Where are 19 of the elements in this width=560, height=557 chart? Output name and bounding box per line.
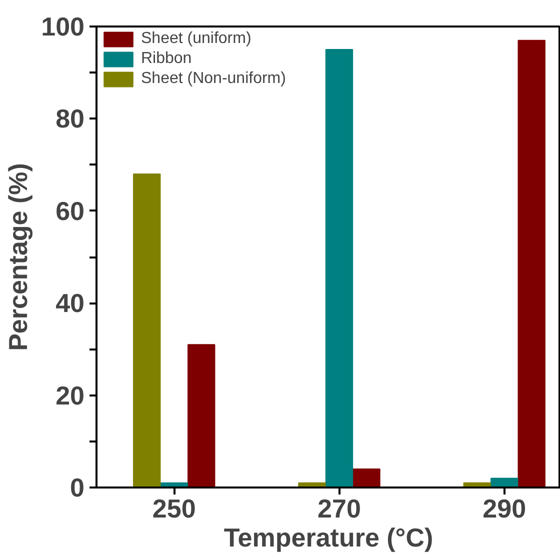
x-tick-label: 290	[482, 494, 526, 524]
x-axis-title: Temperature (°C)	[224, 522, 434, 552]
y-tick-label: 20	[56, 380, 84, 410]
y-tick-label: 40	[56, 288, 84, 318]
y-tick-label: 60	[56, 196, 84, 226]
bar	[325, 49, 354, 488]
bar	[133, 174, 161, 488]
y-tick-label: 100	[41, 12, 85, 42]
y-axis-title: Percentage (%)	[3, 163, 34, 351]
legend-label: Ribbon	[141, 50, 192, 68]
bar	[518, 40, 546, 488]
x-tick-label: 270	[318, 494, 361, 524]
legend-label: Sheet (uniform)	[141, 30, 252, 48]
y-tick-label: 0	[70, 472, 85, 502]
legend-label: Sheet (Non-uniform)	[141, 70, 286, 88]
y-tick-label: 80	[56, 104, 84, 134]
x-tick-label: 250	[152, 494, 196, 524]
bar	[352, 468, 380, 488]
bar	[188, 344, 216, 488]
